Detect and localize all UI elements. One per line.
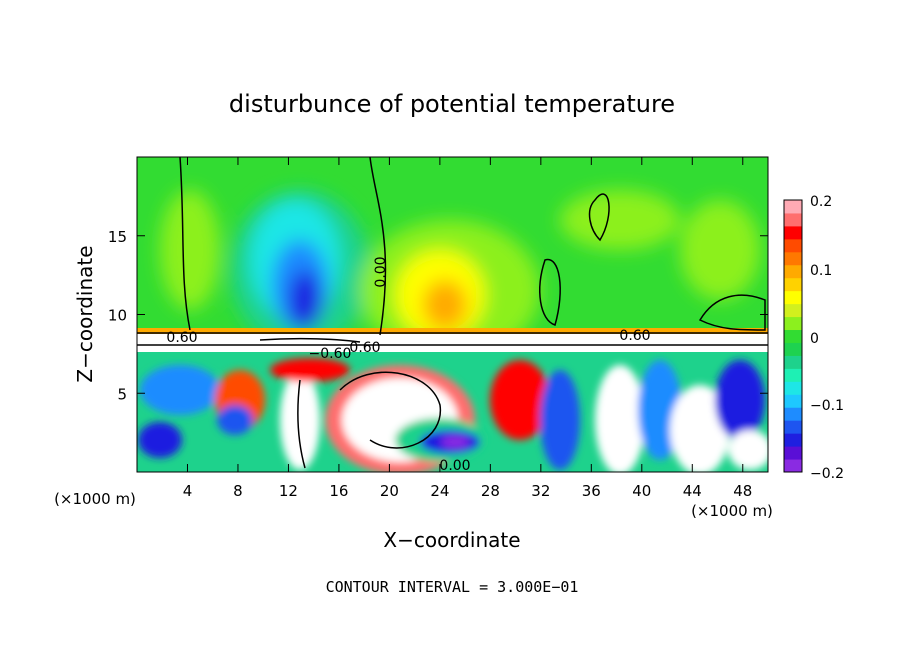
x-unit-label-right: (×1000 m): [691, 502, 773, 520]
y-tick-label: 10: [108, 307, 127, 325]
x-tick-label: 16: [329, 482, 348, 500]
x-axis-label: X−coordinate: [383, 528, 520, 552]
contour-label: −0.60: [309, 346, 352, 362]
x-tick-label: 4: [183, 482, 193, 500]
colorbar-swatch: [784, 368, 802, 382]
colorbar-tick-label: 0: [810, 331, 819, 347]
contour-labels: 0.00 0.60 0.60 −0.60 0.60 0.00: [166, 256, 650, 474]
colorbar-swatch: [784, 420, 802, 434]
colorbar-swatch: [784, 407, 802, 421]
colorbar-swatch: [784, 238, 802, 253]
y-axis: 5 10 15: [108, 228, 768, 403]
chart-title: disturbunce of potential temperature: [229, 90, 675, 118]
colorbar-labels: 0.2 0.1 0 −0.1 −0.2: [810, 194, 844, 482]
colorbar-tick-label: 0.2: [810, 194, 832, 210]
colorbar-tick-label: −0.2: [810, 466, 844, 482]
y-tick-label: 15: [108, 228, 127, 246]
colorbar: [783, 199, 803, 473]
contour-label: 0.00: [373, 256, 389, 287]
colorbar-tick-label: −0.1: [810, 398, 844, 414]
contour-label: 0.00: [439, 458, 470, 474]
x-axis: 4 8 12 16 20 24 28 32 36 40 44 48: [183, 157, 752, 500]
contour-label: 0.60: [166, 330, 197, 346]
colorbar-frame: [783, 199, 803, 473]
x-tick-label: 40: [632, 482, 651, 500]
colorbar-swatch: [784, 200, 802, 214]
colorbar-tick-label: 0.1: [810, 263, 832, 279]
contour-interval-note: CONTOUR INTERVAL = 3.000E−01: [326, 578, 579, 596]
colorbar-swatch: [784, 212, 802, 227]
colorbar-swatch: [784, 251, 802, 266]
contour-label: 0.60: [619, 328, 650, 344]
heatmap-field: [137, 157, 768, 472]
colorbar-swatch: [784, 303, 802, 318]
heatmap-area: [136, 156, 769, 473]
y-tick-label: 5: [117, 385, 127, 403]
colorbar-swatch: [784, 277, 802, 292]
contour-label: 0.60: [349, 340, 380, 356]
x-unit-label: (×1000 m): [54, 490, 136, 508]
colorbar-swatch: [784, 225, 802, 240]
x-tick-label: 8: [233, 482, 243, 500]
x-tick-label: 20: [380, 482, 399, 500]
y-axis-label: Z−coordinate: [73, 245, 97, 382]
colorbar-swatch: [784, 381, 802, 395]
colorbar-swatch: [784, 264, 802, 279]
colorbar-swatch: [784, 290, 802, 305]
colorbar-swatch: [784, 342, 802, 356]
colorbar-swatch: [784, 446, 802, 460]
colorbar-swatch: [784, 394, 802, 408]
colorbar-swatch: [784, 316, 802, 331]
x-tick-label: 24: [430, 482, 449, 500]
x-tick-label: 44: [683, 482, 702, 500]
x-tick-label: 12: [279, 482, 298, 500]
x-tick-label: 32: [531, 482, 550, 500]
x-tick-label: 48: [733, 482, 752, 500]
x-tick-label: 28: [481, 482, 500, 500]
colorbar-swatch: [784, 355, 802, 369]
colorbar-swatch: [784, 459, 802, 473]
colorbar-swatch: [784, 433, 802, 447]
x-tick-label: 36: [582, 482, 601, 500]
colorbar-swatch: [784, 329, 802, 343]
